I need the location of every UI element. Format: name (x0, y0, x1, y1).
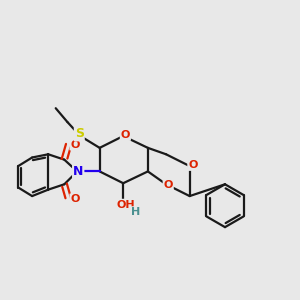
Text: O: O (188, 160, 197, 170)
Text: O: O (164, 180, 173, 190)
Text: O: O (121, 130, 130, 140)
Text: OH: OH (116, 200, 135, 210)
Text: O: O (70, 140, 80, 150)
Text: H: H (131, 207, 141, 217)
Text: N: N (73, 165, 83, 178)
Text: O: O (70, 194, 80, 204)
Text: S: S (75, 128, 84, 140)
